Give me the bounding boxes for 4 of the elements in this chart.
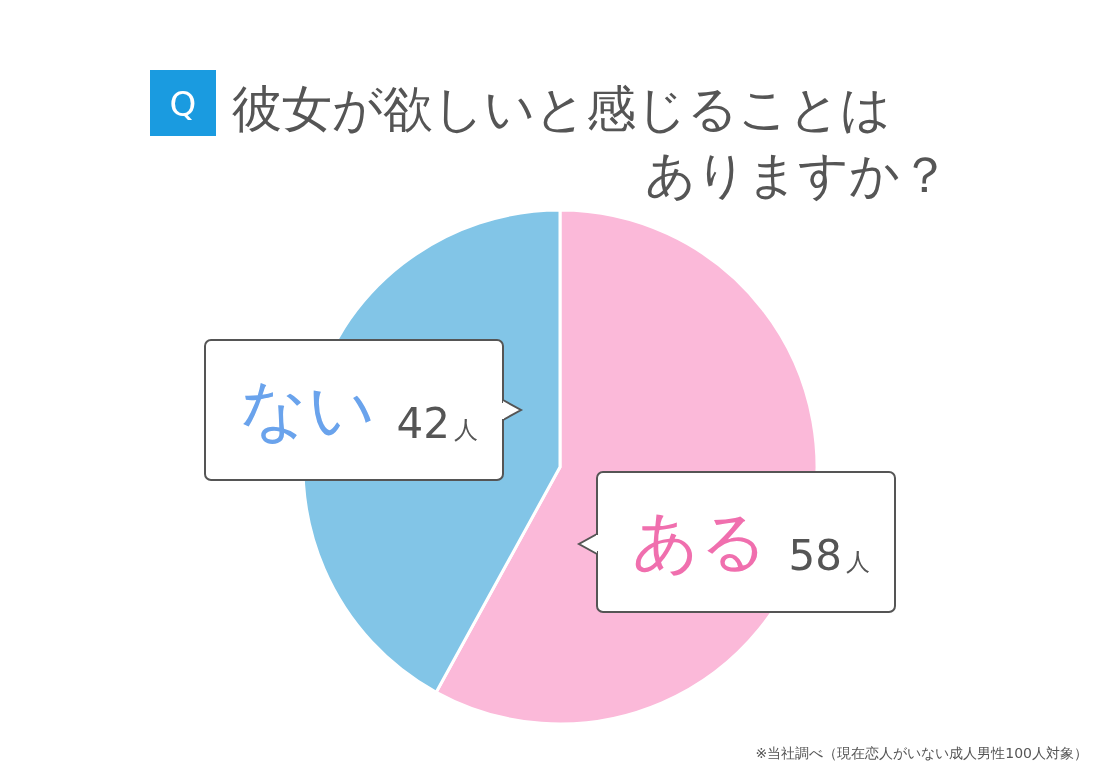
slice-label: ある [632,503,768,580]
slice-label: ない [240,371,376,448]
text: ※当社調べ（現在恋人がいない成人男性100人対象） [755,745,1088,761]
chart-title: Q 彼女が欲しいと感じることはありますか？ [169,80,950,204]
